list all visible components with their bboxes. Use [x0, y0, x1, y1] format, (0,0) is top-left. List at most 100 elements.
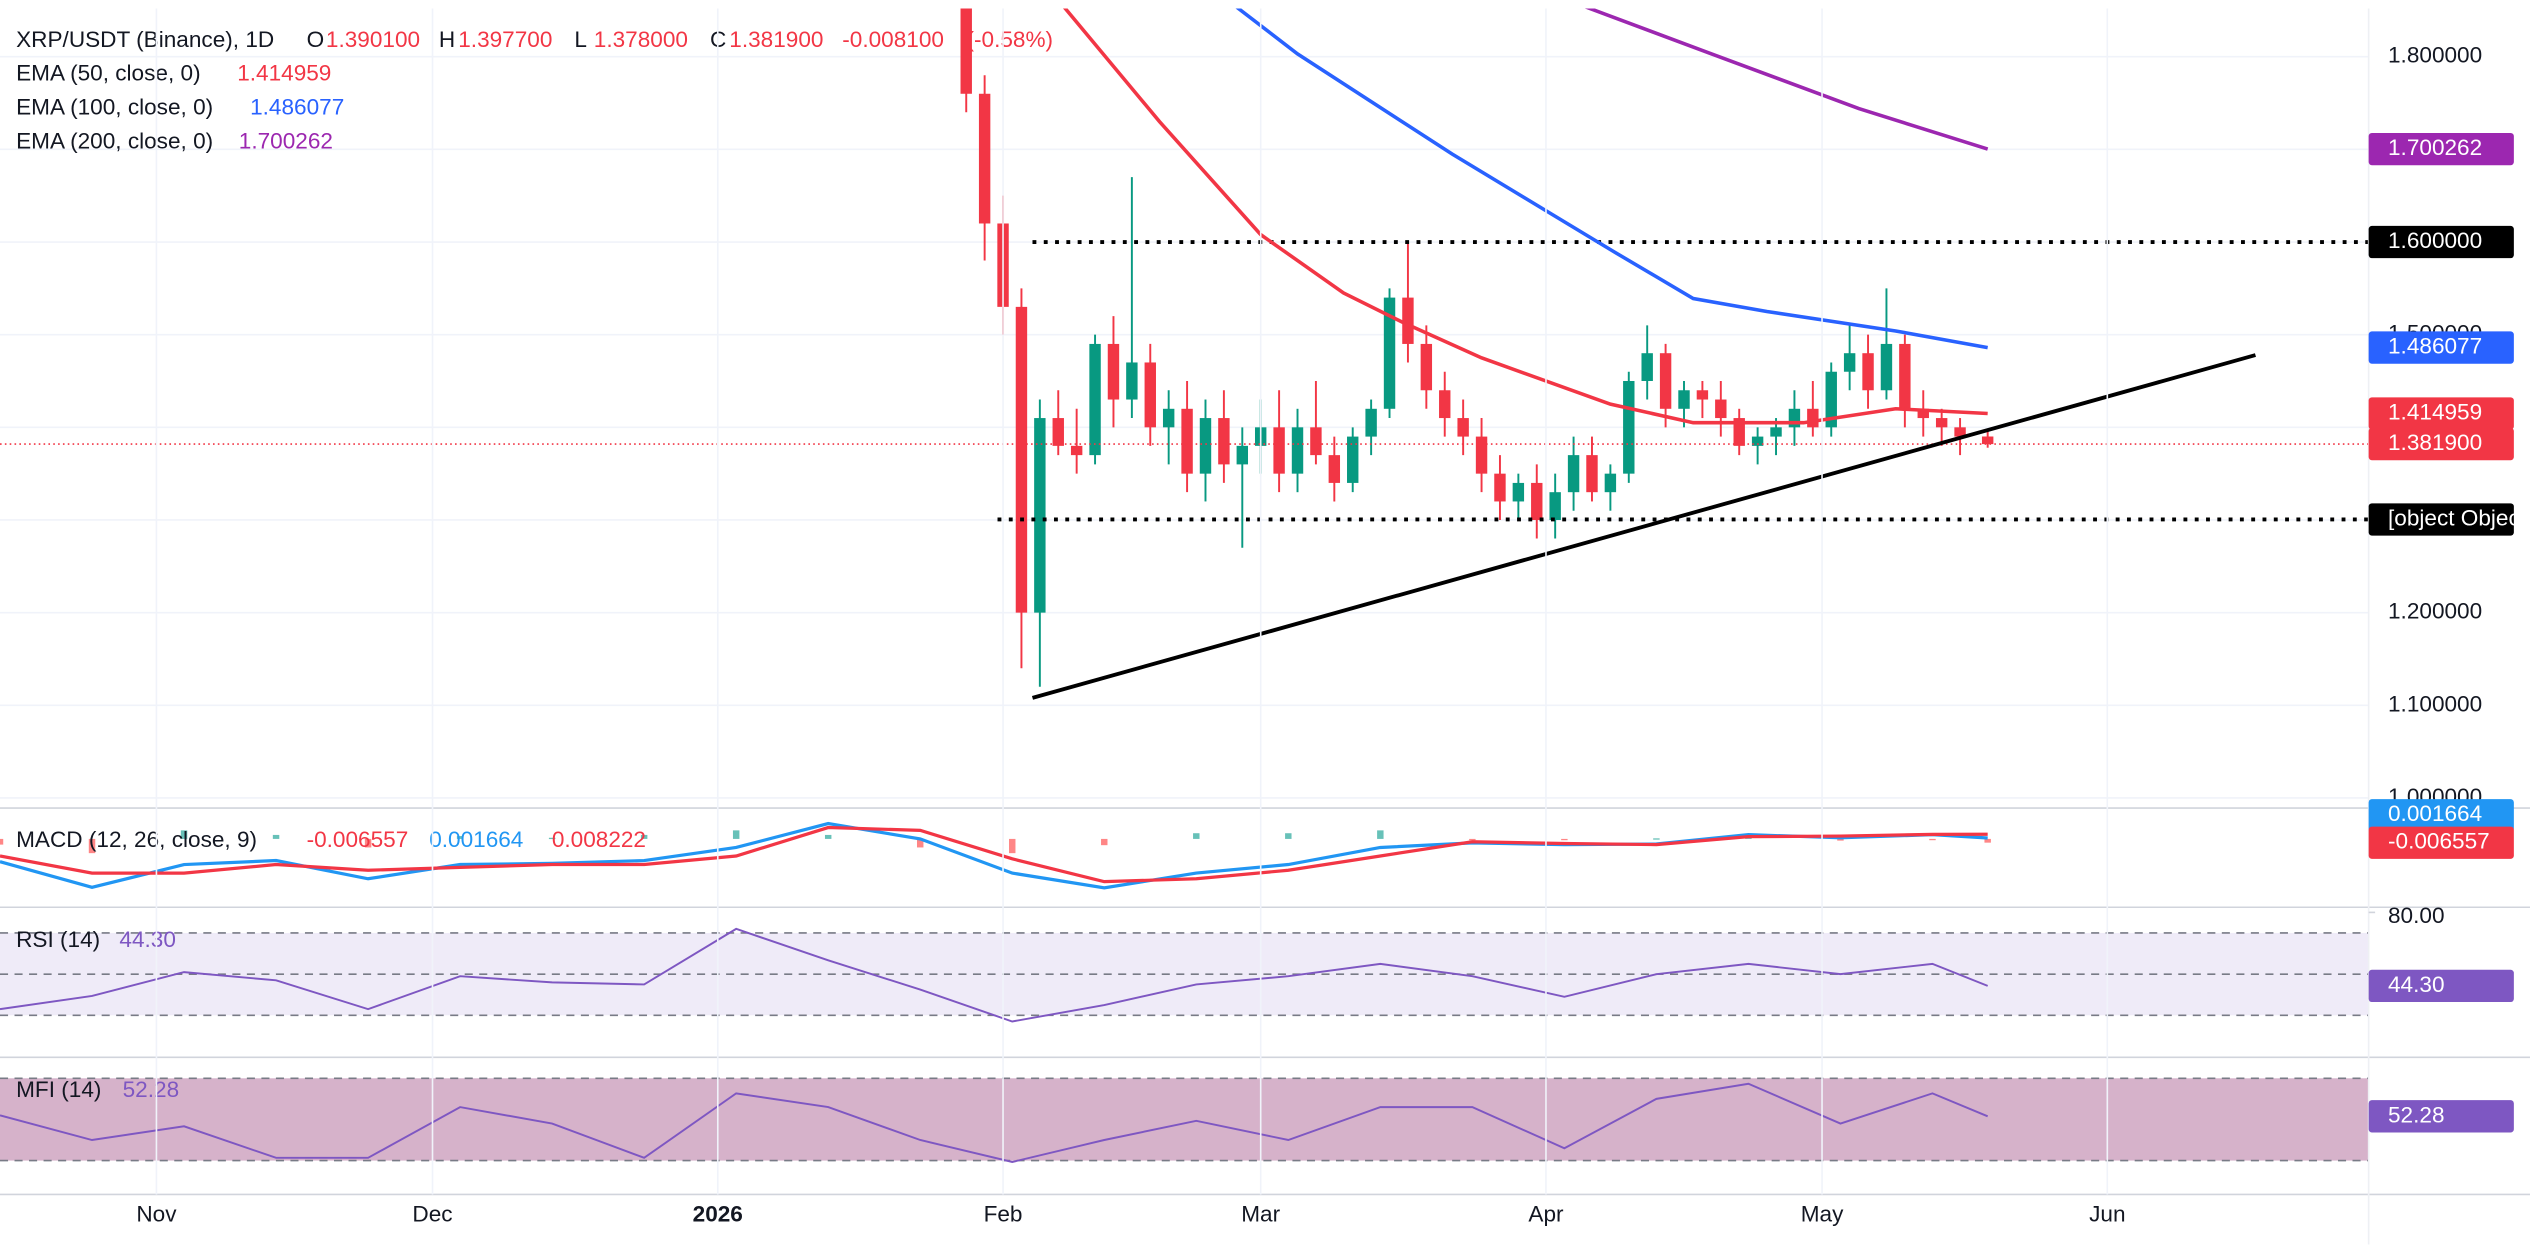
histogram-bar — [1561, 838, 1568, 841]
y-tick-label: 1.800000 — [2388, 43, 2482, 68]
candle-body — [1126, 362, 1138, 400]
candle-body — [1917, 408, 1929, 419]
histogram-bar — [456, 836, 464, 839]
histogram-bar — [1193, 833, 1200, 839]
candle-body — [1052, 418, 1064, 446]
last-price-label-box — [2368, 427, 2514, 461]
x-tick-label: 2026 — [693, 1201, 743, 1226]
candle-body — [1981, 436, 1994, 445]
histogram-bar — [916, 838, 924, 848]
candle-body — [1678, 390, 1690, 409]
candle-body — [1439, 390, 1451, 419]
level-price-label: [object Object] — [2388, 505, 2530, 530]
candle-body — [1862, 353, 1874, 391]
histogram-bar — [1653, 838, 1660, 840]
candle-body — [1880, 343, 1893, 391]
y-tick-label: 1.100000 — [2388, 691, 2482, 716]
candle-body — [1567, 455, 1580, 493]
ohlc-label: H — [439, 27, 455, 52]
candle-body — [1328, 455, 1341, 483]
histogram-bar — [0, 838, 4, 845]
histogram-bar — [640, 834, 648, 839]
x-tick-label: Dec — [412, 1201, 452, 1226]
macd-price-label: 0.001664 — [2388, 801, 2482, 826]
y-tick-label: 1.200000 — [2388, 599, 2482, 624]
x-tick-label: May — [1801, 1201, 1844, 1226]
ema-line — [1235, 8, 1988, 350]
candle-body — [1365, 408, 1377, 437]
background — [0, 8, 2530, 1245]
candle-body — [1475, 436, 1488, 474]
histogram-bar — [180, 830, 188, 839]
legend-entry: EMA (50, close, 0) — [16, 61, 200, 86]
macd-title: MACD (12, 26, close, 9) — [16, 827, 257, 852]
ohlc-value: 1.381900 — [729, 27, 823, 52]
candle-body — [1181, 408, 1193, 474]
histogram-bar — [1009, 838, 1016, 854]
histogram-bar — [1929, 838, 1936, 841]
candle-body — [960, 8, 972, 94]
x-tick-label: Nov — [136, 1201, 177, 1226]
trendline — [1031, 353, 2256, 700]
last-price-label: 1.381900 — [2388, 430, 2482, 455]
histogram-bar — [732, 830, 740, 839]
indicator-line — [0, 927, 1989, 1023]
candle-body — [1199, 418, 1212, 474]
candle-body — [1347, 436, 1359, 483]
candle-body — [1733, 418, 1745, 446]
rsi-readout: 44.30 — [119, 927, 176, 952]
indicator-price-label: 52.28 — [2388, 1102, 2445, 1127]
indicator-price-label-box — [2368, 969, 2514, 1003]
legend-value: 1.486077 — [250, 95, 344, 120]
candle-body — [1144, 362, 1156, 428]
candle-body — [1383, 297, 1396, 409]
candle-body — [1015, 306, 1028, 613]
macd-price-label: -0.006557 — [2388, 829, 2490, 854]
ohlc-label: O — [307, 27, 325, 52]
candle-body — [1623, 380, 1635, 474]
candle-body — [1899, 343, 1911, 409]
ema-price-label: 1.414959 — [2388, 399, 2482, 424]
rsi-pane — [0, 927, 2369, 1023]
x-tick-label: Feb — [984, 1201, 1023, 1226]
level-price-label-box — [2368, 503, 2514, 536]
histogram-bar — [1101, 838, 1108, 846]
level-price-label-box — [2368, 225, 2514, 259]
ema-line — [1063, 8, 1988, 425]
candle-body — [1218, 418, 1230, 465]
rsi-title: RSI (14) — [16, 927, 100, 952]
candle-body — [1107, 343, 1120, 400]
candle-body — [1788, 408, 1801, 428]
level-price-label: 1.600000 — [2388, 228, 2482, 253]
candle-body — [1402, 297, 1414, 344]
x-tick-label: Jun — [2089, 1201, 2125, 1226]
macd-price-label-box — [2368, 799, 2514, 832]
macd-readout: -0.006557 — [307, 827, 409, 852]
candle-body — [1494, 473, 1506, 502]
mfi-pane — [0, 1077, 2369, 1163]
candle-body — [1549, 492, 1561, 520]
histogram-bar — [1377, 830, 1384, 839]
y-tick-label: 80.00 — [2388, 903, 2445, 928]
candle-body — [1034, 418, 1046, 613]
histogram-bar — [272, 834, 280, 839]
macd-price-label-box — [2368, 826, 2514, 859]
ema-price-label: 1.700262 — [2388, 135, 2482, 160]
histogram-bar — [1285, 833, 1292, 839]
legend-entry: EMA (200, close, 0) — [16, 128, 213, 153]
candle-body — [1291, 427, 1304, 474]
ohlc-label: L — [574, 27, 587, 52]
candle-body — [1586, 455, 1598, 493]
mfi-readout: 52.28 — [123, 1077, 180, 1102]
ema-line — [1584, 8, 1989, 151]
candle-body — [1162, 408, 1175, 428]
change-percent: (-0.58%) — [966, 27, 1053, 52]
indicator-line — [0, 1082, 1989, 1163]
symbol-title: XRP/USDT (Binance), 1D — [16, 27, 274, 52]
legend-value: 1.700262 — [239, 128, 333, 153]
candle-body — [1659, 353, 1672, 409]
mfi-title: MFI (14) — [16, 1077, 101, 1102]
candle-body — [1641, 353, 1653, 381]
macd-line — [0, 825, 1988, 884]
histogram-bar — [364, 838, 372, 848]
